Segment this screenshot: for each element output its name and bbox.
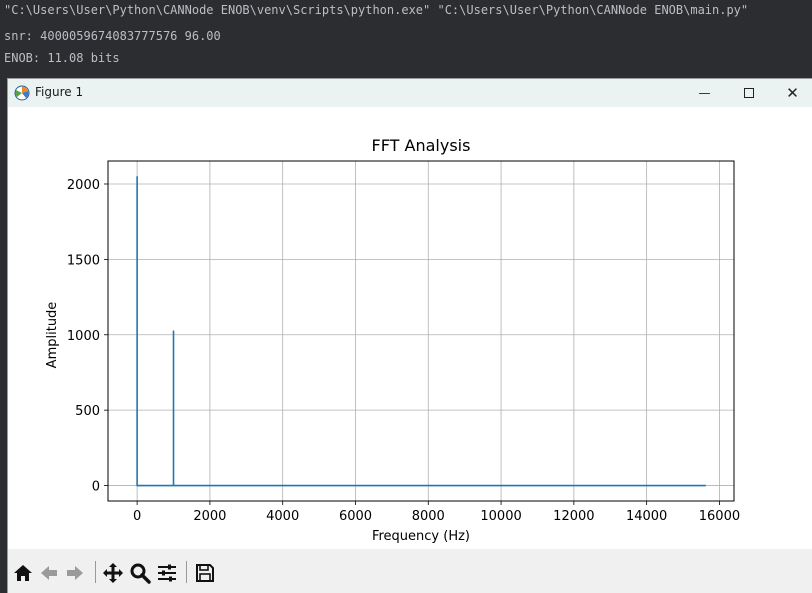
axes-frame — [107, 160, 735, 502]
y-tick-label: 2000 — [67, 178, 100, 193]
y-axis-label: Amplitude — [45, 302, 60, 369]
configure-subplots-button[interactable] — [156, 562, 178, 584]
forward-button[interactable] — [64, 562, 86, 584]
x-tick-label: 8000 — [412, 509, 445, 524]
home-button[interactable] — [12, 562, 34, 584]
toolbar-separator — [95, 561, 96, 583]
y-axis-ticks: 0 500 1000 1500 2000 — [67, 178, 108, 495]
console-snr-line: snr: 4000059674083777576 96.00 — [4, 29, 221, 43]
home-icon — [14, 565, 32, 581]
back-button[interactable] — [38, 562, 60, 584]
minimize-icon: — — [698, 86, 711, 100]
console-output: "C:\Users\User\Python\CANNode ENOB\venv\… — [0, 0, 812, 80]
pan-move-icon — [103, 563, 123, 583]
maximize-icon — [743, 88, 754, 98]
console-command-line: "C:\Users\User\Python\CANNode ENOB\venv\… — [4, 3, 749, 17]
x-tick-label: 16000 — [699, 509, 740, 524]
x-tick-label: 10000 — [480, 509, 521, 524]
minimize-button[interactable]: — — [682, 79, 727, 107]
plot-area — [136, 175, 706, 487]
figure-window: Figure 1 — ✕ 0 2000 4000 6000 8000 10000 12000… — [7, 78, 812, 593]
x-tick-label: 0 — [133, 509, 141, 524]
window-title: Figure 1 — [35, 85, 84, 99]
save-floppy-icon — [196, 564, 214, 582]
close-button[interactable]: ✕ — [770, 79, 812, 107]
pan-button[interactable] — [102, 562, 124, 584]
x-tick-label: 4000 — [266, 509, 299, 524]
x-tick-label: 14000 — [626, 509, 667, 524]
y-tick-label: 1000 — [67, 329, 100, 344]
configure-subplots-icon — [158, 564, 176, 582]
figure-canvas[interactable]: 0 2000 4000 6000 8000 10000 12000 14000 16000 0 5… — [8, 107, 812, 549]
toolbar-separator — [186, 561, 187, 583]
close-icon: ✕ — [786, 84, 799, 102]
x-tick-label: 6000 — [339, 509, 372, 524]
zoom-magnifier-icon — [130, 563, 151, 584]
zoom-button[interactable] — [129, 562, 151, 584]
y-tick-label: 1500 — [67, 253, 100, 268]
forward-arrow-icon — [67, 566, 83, 580]
y-tick-label: 0 — [92, 480, 100, 495]
matplotlib-app-icon — [14, 85, 30, 101]
x-tick-label: 2000 — [193, 509, 226, 524]
navigation-toolbar — [8, 549, 812, 593]
x-axis-ticks: 0 2000 4000 6000 8000 10000 12000 14000 16000 — [133, 501, 740, 524]
x-axis-label: Frequency (Hz) — [372, 529, 470, 544]
console-enob-line: ENOB: 11.08 bits — [4, 51, 120, 65]
back-arrow-icon — [41, 566, 57, 580]
grid-lines — [108, 161, 734, 501]
maximize-button[interactable] — [726, 79, 771, 107]
fft-amplitude-line — [136, 175, 706, 487]
save-button[interactable] — [194, 562, 216, 584]
chart-title: FFT Analysis — [372, 136, 471, 155]
y-tick-label: 500 — [75, 404, 100, 419]
x-tick-label: 12000 — [553, 509, 594, 524]
window-titlebar[interactable]: Figure 1 — ✕ — [8, 79, 812, 107]
fft-chart: 0 2000 4000 6000 8000 10000 12000 14000 16000 0 5… — [45, 136, 740, 544]
